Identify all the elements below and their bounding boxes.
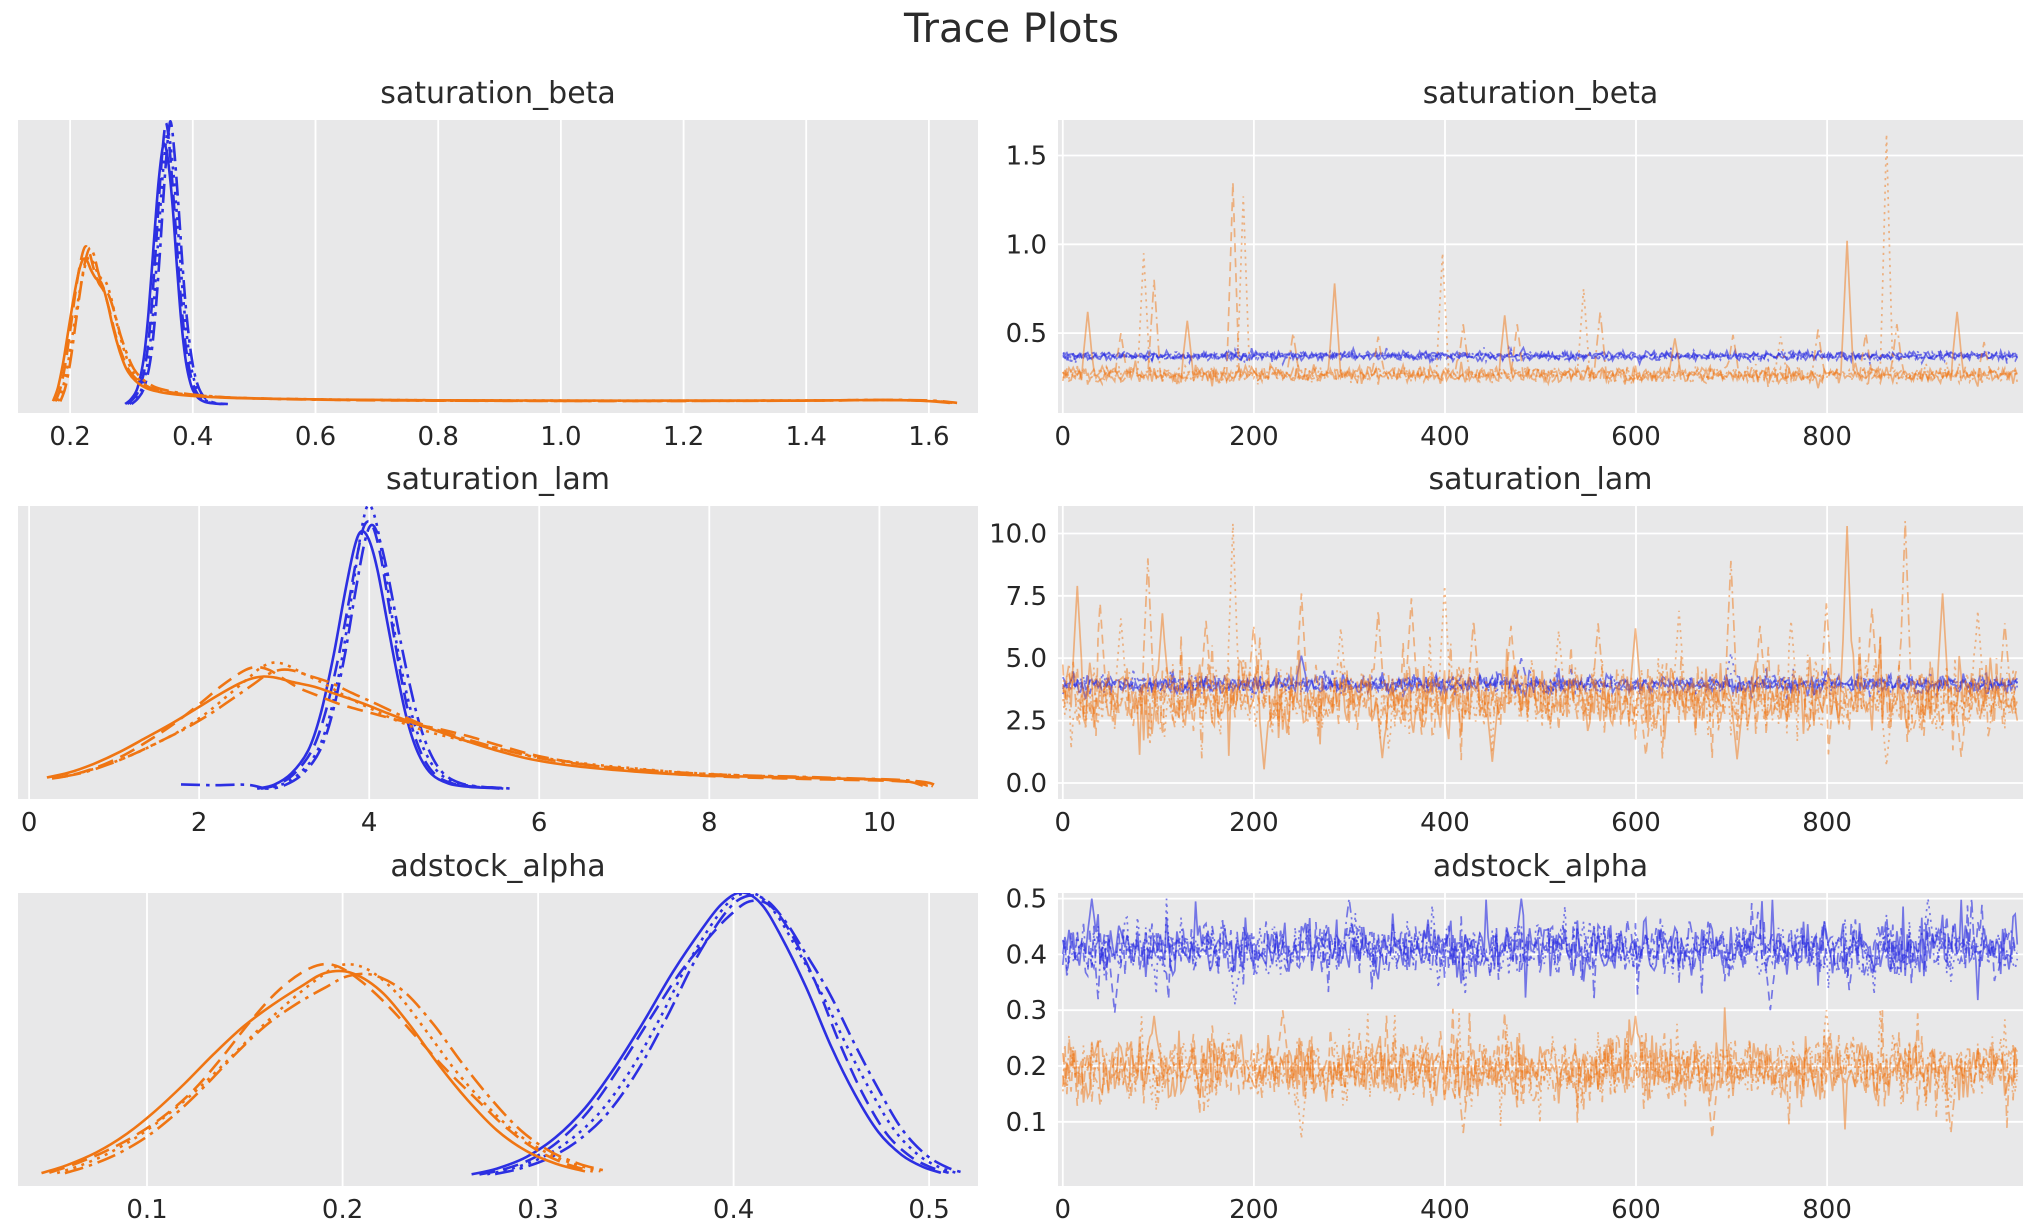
y-tick-label: 0.4 [1006,940,1047,970]
x-tick-label: 8 [701,808,718,838]
saturation_beta-orange-chain-dashdot-line [1062,279,2018,387]
x-tick-label: 600 [1611,808,1661,838]
saturation_beta-blue-chain-dashdot-line [1062,344,2018,367]
y-tick-label: 0.3 [1006,996,1047,1026]
y-tick-label: 7.5 [1006,582,1047,612]
x-tick-label: 0.2 [322,1195,363,1223]
adstock_alpha-blue-chain-solid-line [471,893,942,1176]
saturation_beta-blue-chain-dotted-line [1062,345,2018,367]
saturation_lam-orange-chain-dashed-line [51,665,929,788]
subplot-title-adstock-alpha-trace: adstock_alpha [1432,849,1649,884]
saturation_lam-orange-chain-dashdot-line [1061,520,2019,759]
x-tick-label: 0 [21,808,38,838]
x-tick-label: 0.1 [126,1195,167,1223]
x-tick-label: 1.4 [786,422,827,452]
x-tick-label: 0 [1055,808,1072,838]
adstock_alpha-blue-chain-dotted-line [486,893,957,1176]
x-tick-label: 400 [1420,422,1470,452]
x-tick-label: 2 [191,808,208,838]
x-tick-label: 1.6 [908,422,949,452]
x-tick-label: 800 [1802,1195,1852,1223]
x-tick-label: 400 [1420,808,1470,838]
y-tick-label: 1.0 [1006,230,1047,260]
x-tick-label: 0.4 [172,422,213,452]
x-tick-label: 600 [1611,422,1661,452]
saturation_lam-blue-chain-dotted-line [264,506,508,790]
subplot-title-saturation-beta-kde: saturation_beta [380,76,616,111]
x-tick-label: 1.2 [663,422,704,452]
adstock_alpha-blue-chain-dashdot-line [494,894,965,1176]
subplot-title-adstock-alpha-kde: adstock_alpha [390,849,606,884]
y-tick-label: 1.5 [1006,142,1047,172]
saturation_lam-blue-chain-dashed-line [260,520,504,790]
x-tick-label: 4 [361,808,378,838]
x-tick-label: 0.3 [517,1195,558,1223]
adstock_alpha-orange-chain-dashed-line [48,962,594,1174]
y-tick-label: 0.5 [1006,885,1047,915]
adstock_alpha-orange-chain-solid-line [1061,1007,2019,1130]
x-tick-label: 0 [1055,1195,1072,1223]
saturation_lam-orange-chain-dashdot-line [61,668,939,788]
x-tick-label: 400 [1420,1195,1470,1223]
saturation_lam-orange-chain-dotted-line [56,661,934,788]
subplot-title-saturation-lam-kde: saturation_lam [386,462,610,497]
y-tick-label: 0.0 [1006,769,1047,799]
adstock_alpha-blue-chain-dashed-line [479,899,950,1176]
y-tick-label: 0.1 [1006,1108,1047,1138]
plot-background [18,506,978,799]
adstock_alpha-orange-chain-dashdot-line [1061,1011,2019,1134]
subplot-title-saturation-beta-trace: saturation_beta [1422,76,1659,111]
x-tick-label: 0.4 [713,1195,754,1223]
adstock_alpha-orange-chain-dashdot-line [64,972,609,1175]
x-tick-label: 800 [1802,422,1852,452]
y-tick-label: 2.5 [1006,707,1047,737]
x-tick-label: 10 [863,808,896,838]
adstock_alpha-orange-chain-solid-line [41,969,586,1175]
y-tick-label: 10.0 [989,520,1047,550]
x-tick-label: 1.0 [540,422,581,452]
x-tick-label: 200 [1229,808,1279,838]
x-tick-label: 600 [1611,1195,1661,1223]
y-tick-label: 0.5 [1006,319,1047,349]
x-tick-label: 200 [1229,1195,1279,1223]
saturation_lam-blue-chain-solid-line [256,529,500,790]
saturation_lam-orange-chain-solid-line [46,675,924,787]
saturation_lam-blue-chain-dashdot-line [180,523,512,791]
plot-background [1058,120,2023,413]
x-tick-label: 0.8 [418,422,459,452]
x-tick-label: 6 [531,808,548,838]
y-tick-label: 5.0 [1006,644,1047,674]
adstock_alpha-orange-chain-dotted-line [56,963,601,1175]
plot-background [18,893,978,1186]
y-tick-label: 0.2 [1006,1052,1047,1082]
x-tick-label: 200 [1229,422,1279,452]
x-tick-label: 0 [1055,422,1072,452]
x-tick-label: 800 [1802,808,1852,838]
plot-background [1058,506,2023,799]
adstock_alpha-blue-chain-dashdot-line [1061,898,2018,1001]
saturation_beta-orange-chain-dashdot-line [59,246,958,405]
subplot-title-saturation-lam-trace: saturation_lam [1428,462,1653,497]
x-tick-label: 0.6 [295,422,336,452]
figure-title: Trace Plots [903,6,1120,52]
x-tick-label: 0.2 [49,422,90,452]
x-tick-label: 0.5 [908,1195,949,1223]
